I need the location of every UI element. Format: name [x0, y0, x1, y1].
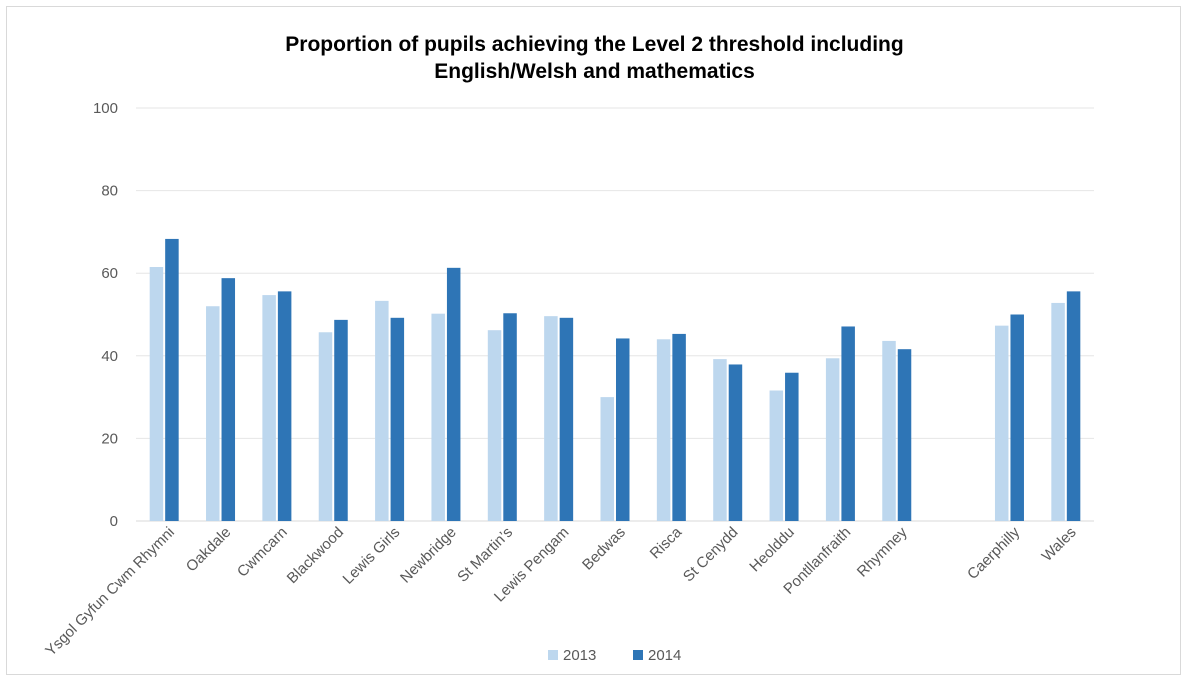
- x-category-label: Rhymney: [854, 523, 911, 580]
- legend-item-2013: 2013: [548, 647, 596, 664]
- chart-frame: [6, 6, 1181, 675]
- bar-2014: [1010, 314, 1024, 521]
- chart-title-line-1: Proportion of pupils achieving the Level…: [285, 33, 904, 56]
- y-tick-label: 100: [93, 100, 118, 117]
- bar-2014: [728, 364, 743, 521]
- x-category-label: St Cenydd: [680, 524, 742, 586]
- bar-2014: [165, 238, 179, 521]
- bar-2013: [656, 339, 671, 521]
- bar-2014: [221, 278, 236, 521]
- bar-2013: [431, 313, 445, 521]
- x-category-label: Newbridge: [397, 524, 460, 587]
- bar-2013: [713, 359, 727, 521]
- y-tick-label: 20: [101, 430, 118, 447]
- bar-2013: [149, 267, 164, 521]
- legend-swatch: [548, 650, 558, 660]
- x-category-label: Blackwood: [284, 524, 347, 587]
- x-category-label: Cwmcarn: [234, 524, 291, 581]
- bar-2013: [600, 397, 614, 521]
- x-category-label: Wales: [1039, 524, 1080, 565]
- x-category-label: Oakdale: [183, 524, 235, 576]
- bars: [149, 238, 1081, 521]
- bar-2013: [487, 330, 502, 521]
- x-category-label: Lewis Girls: [340, 524, 404, 588]
- legend: 2013 2014: [548, 647, 681, 664]
- y-tick-label: 80: [101, 183, 118, 200]
- legend-swatch: [633, 650, 643, 660]
- bar-2013: [769, 390, 784, 521]
- y-tick-label: 0: [110, 513, 118, 530]
- chart-title-line-2: English/Welsh and mathematics: [434, 60, 755, 83]
- legend-item-2014: 2014: [633, 647, 681, 664]
- gridlines: [136, 107, 1094, 522]
- x-category-label: Bedwas: [579, 524, 629, 574]
- y-tick-label: 60: [101, 265, 118, 282]
- bar-2014: [277, 291, 292, 521]
- bar-2014: [672, 333, 686, 521]
- y-axis-ticks: 0 20 40 60 80 100: [93, 100, 118, 530]
- bar-2014: [616, 338, 630, 521]
- bar-2014: [503, 313, 517, 521]
- bar-2014: [559, 317, 574, 521]
- bar-2014: [390, 317, 405, 521]
- x-category-label: Ysgol Gyfun Cwm Rhymni: [42, 524, 178, 660]
- bar-2013: [262, 295, 276, 521]
- bar-2014: [841, 326, 855, 521]
- bar-2013: [375, 300, 389, 521]
- bar-2013: [825, 358, 840, 521]
- bar-2013: [882, 340, 896, 521]
- chart-title: Proportion of pupils achieving the Level…: [0, 31, 1189, 85]
- bar-2014: [1066, 291, 1081, 521]
- bar-2014: [897, 349, 912, 521]
- legend-label: 2013: [563, 647, 596, 664]
- legend-label: 2014: [648, 647, 681, 664]
- bar-2014: [446, 267, 461, 521]
- bar-2013: [318, 332, 333, 521]
- x-category-label: Heolddu: [746, 524, 798, 576]
- y-tick-label: 40: [101, 348, 118, 365]
- x-category-label: Caerphilly: [964, 523, 1024, 583]
- bar-2014: [334, 319, 348, 521]
- x-axis-labels: Ysgol Gyfun Cwm Rhymni Oakdale CwmcarnBlac…: [42, 523, 1079, 659]
- bar-2013: [206, 306, 220, 521]
- bar-2013: [544, 316, 558, 521]
- bar-2014: [785, 372, 799, 521]
- x-category-label: Risca: [647, 523, 686, 562]
- bar-2013: [1051, 302, 1065, 521]
- bar-2013: [994, 325, 1009, 521]
